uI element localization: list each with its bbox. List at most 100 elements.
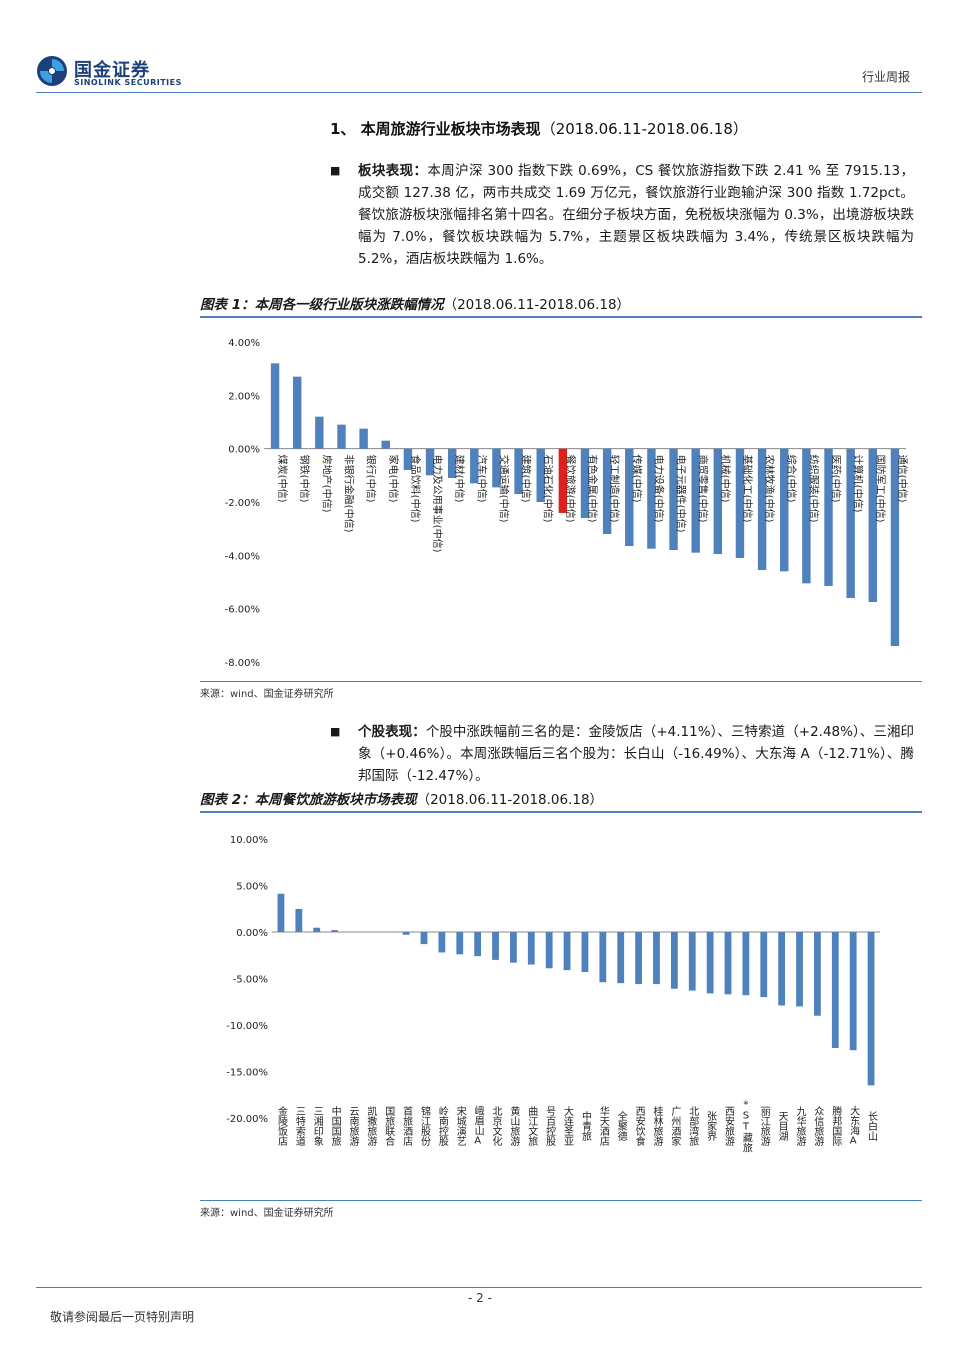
- category-label: 桂林旅游: [651, 1105, 663, 1147]
- figure1-source: 来源：wind、国金证券研究所: [200, 689, 334, 700]
- category-label: 国防军工(中信): [874, 455, 887, 523]
- section-title-text: 本周旅游行业板块市场表现: [360, 120, 541, 138]
- category-label: 餐饮旅游(中信): [564, 455, 577, 523]
- category-label: 宋城演艺: [454, 1105, 466, 1146]
- bar: [867, 932, 875, 1086]
- bar: [581, 932, 589, 972]
- category-label: *ST藏旅: [740, 1100, 752, 1154]
- category-label: 全聚德: [615, 1110, 627, 1142]
- y-tick-label: 0.00%: [236, 928, 268, 939]
- bar: [438, 932, 446, 953]
- logo-english-name: SINOLINK SECURITIES: [74, 78, 182, 87]
- category-label: 岭南控股: [436, 1105, 448, 1147]
- category-label: 丽江旅游: [758, 1106, 770, 1147]
- category-label: 国旅联合: [383, 1106, 395, 1147]
- category-label: 商贸零售(中信): [697, 455, 710, 523]
- bar: [669, 448, 678, 550]
- category-label: 西安饮食: [633, 1106, 645, 1147]
- bar: [735, 448, 745, 558]
- bar: [580, 448, 590, 518]
- bar: [510, 932, 517, 963]
- figure1-title: 图表 1：本周各一级行业版块涨跌幅情况（2018.06.11-2018.06.1…: [200, 293, 922, 318]
- y-tick-label: 10.00%: [230, 835, 268, 846]
- bar: [315, 416, 324, 449]
- category-label: 广州酒家: [669, 1106, 681, 1146]
- category-label: 天目湖: [776, 1111, 788, 1142]
- category-label: 基础化工(中信): [741, 455, 754, 523]
- category-label: 有色金属(中信): [586, 455, 599, 523]
- bar: [647, 448, 656, 549]
- bar: [447, 448, 457, 478]
- category-label: 三湘印象: [311, 1106, 323, 1146]
- y-tick-label: -6.00%: [225, 605, 260, 616]
- bar: [670, 932, 678, 989]
- bar: [691, 448, 700, 553]
- category-label: 北京文化: [490, 1106, 502, 1146]
- y-tick-label: 2.00%: [228, 391, 260, 402]
- bar: [796, 932, 803, 1007]
- category-label: 汽车(中信): [475, 455, 488, 503]
- category-label: 交通运输(中信): [497, 455, 510, 523]
- bar: [814, 932, 821, 1016]
- figure2-dates: （2018.06.11-2018.06.18）: [416, 792, 604, 808]
- bar: [635, 932, 642, 985]
- bar: [337, 424, 346, 449]
- bar: [527, 932, 535, 965]
- bar: [277, 893, 285, 932]
- y-tick-label: -4.00%: [225, 551, 260, 562]
- category-label: 电力及公用事业(中信): [431, 455, 444, 553]
- bar: [545, 932, 553, 969]
- category-label: 黄山旅游: [508, 1105, 520, 1147]
- category-label: 华天酒店: [597, 1105, 609, 1147]
- y-tick-label: 0.00%: [228, 445, 260, 456]
- category-label: 房地产(中信): [320, 455, 333, 513]
- figure2-title-text: 图表 2：本周餐饮旅游板块市场表现: [200, 792, 417, 808]
- bar: [514, 448, 523, 494]
- category-label: 西安旅游: [723, 1106, 735, 1147]
- y-tick-label: -15.00%: [226, 1068, 268, 1079]
- bar: [599, 932, 607, 983]
- category-label: 电力设备(中信): [652, 455, 665, 523]
- stock-performance-label: 个股表现：: [358, 724, 426, 740]
- bar: [713, 448, 723, 554]
- y-tick-label: 4.00%: [228, 338, 260, 349]
- bar: [617, 932, 625, 984]
- bar: [757, 448, 767, 570]
- category-label: 金陵饭店: [275, 1105, 287, 1147]
- bar: [653, 932, 660, 985]
- category-label: 石油石化(中信): [542, 455, 555, 523]
- figure1-dates: （2018.06.11-2018.06.18）: [443, 297, 631, 313]
- bar: [293, 376, 302, 449]
- bar: [780, 448, 789, 572]
- bar: [890, 448, 900, 646]
- bar: [778, 932, 786, 1006]
- bar: [402, 932, 410, 935]
- footer-notice: 敬请参阅最后一页特别声明: [50, 1310, 195, 1324]
- y-tick-label: 5.00%: [236, 882, 268, 893]
- category-label: 建筑(中信): [520, 455, 533, 503]
- y-tick-label: -2.00%: [225, 498, 260, 509]
- bullet-icon: ■: [330, 164, 341, 177]
- category-label: 中青旅: [579, 1110, 591, 1142]
- category-label: 云南旅游: [347, 1106, 359, 1147]
- sector-performance-label: 板块表现：: [358, 163, 428, 179]
- category-label: 峨眉山A: [472, 1105, 484, 1146]
- bar: [846, 448, 855, 598]
- category-label: 号百控股: [544, 1106, 556, 1147]
- stock-performance-paragraph: ■ 个股表现：个股中涨跌幅前三名的是：金陵饭店（+4.11%）、三特索道（+2.…: [330, 721, 914, 787]
- category-label: 家电(中信): [387, 455, 400, 503]
- category-label: 通信(中信): [896, 455, 909, 503]
- category-label: 机械(中信): [719, 455, 732, 503]
- category-label: 众信旅游: [812, 1106, 824, 1147]
- category-label: 煤炭(中信): [276, 455, 289, 503]
- bar: [760, 932, 768, 998]
- category-label: 纺织服装(中信): [807, 455, 820, 523]
- bar: [563, 932, 571, 971]
- category-label: 计算机(中信): [852, 455, 865, 513]
- category-label: 锦江股份: [419, 1105, 431, 1147]
- bar: [602, 448, 612, 534]
- bar: [474, 932, 482, 957]
- category-label: 长白山: [866, 1111, 878, 1141]
- sector-performance-text: 本周沪深 300 指数下跌 0.69%，CS 餐饮旅游指数下跌 2.41 % 至…: [358, 163, 914, 267]
- bar: [742, 932, 750, 996]
